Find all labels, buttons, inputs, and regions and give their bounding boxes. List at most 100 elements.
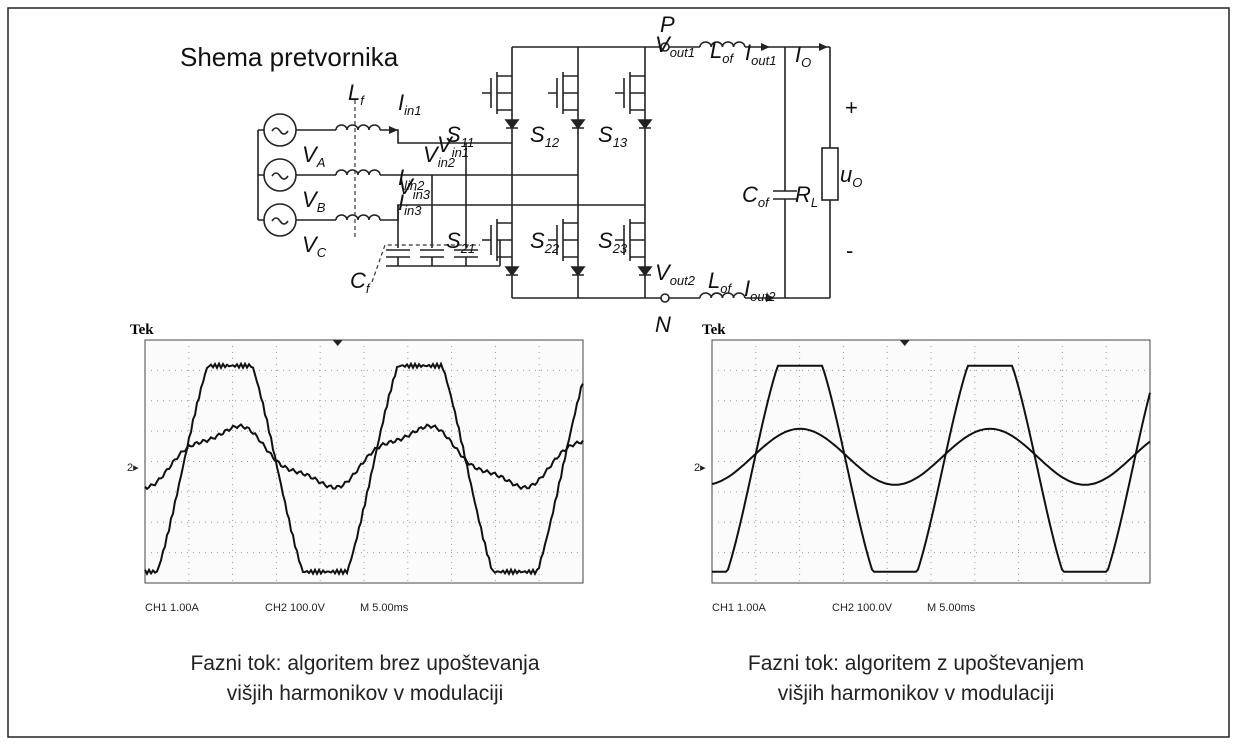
label-sub: 12 (545, 135, 560, 150)
circuit-label: S13 (598, 122, 628, 150)
label-sub: L (811, 195, 818, 210)
caption: višjih harmonikov v modulaciji (778, 682, 1055, 705)
title: Shema pretvornika (180, 42, 399, 72)
circuit-label: Vin3 (398, 174, 431, 202)
diode (504, 266, 520, 277)
circuit-label: Vin1 (437, 132, 469, 160)
label-sub: out2 (670, 273, 696, 288)
circuit-label: Iin3 (398, 190, 422, 218)
label-main: I (795, 42, 801, 67)
label-sub: f (360, 93, 365, 108)
label-main: S (530, 228, 545, 253)
label-sub: 23 (612, 241, 628, 256)
label-sub: in1 (452, 145, 469, 160)
label-sub: 22 (544, 241, 560, 256)
circuit-label: RL (795, 182, 818, 210)
circuit-label: Lf (348, 80, 365, 108)
label-sub: in1 (404, 103, 421, 118)
label-sub: of (720, 281, 732, 296)
label-main: N (655, 312, 671, 337)
label-main: R (795, 182, 811, 207)
label-main: C (742, 182, 758, 207)
label-sub: C (317, 245, 327, 260)
circuit-label: Cf (350, 268, 371, 296)
label-main: V (302, 142, 319, 167)
label-main: V (302, 187, 319, 212)
diode (504, 119, 520, 130)
label-sub: lin2 (404, 178, 425, 193)
label-main: V (437, 132, 454, 157)
label-main: - (846, 238, 853, 263)
mosfet (615, 72, 645, 114)
label-main: P (660, 12, 675, 37)
caption: višjih harmonikov v modulaciji (227, 682, 504, 705)
circuit-label: Iout1 (745, 40, 776, 68)
label-main: V (302, 232, 319, 257)
mosfet (615, 219, 645, 261)
scope-brand: Tek (702, 322, 726, 338)
label-sub: O (852, 175, 862, 190)
wires (257, 41, 839, 303)
label-main: I (398, 165, 404, 190)
label-sub: in3 (413, 187, 431, 202)
label-sub: B (317, 200, 326, 215)
label-main: V (423, 142, 440, 167)
label-sub: 13 (613, 135, 628, 150)
scope-timebase: M 5.00ms (927, 602, 976, 614)
label-main: S (598, 122, 613, 147)
circuit-label: VB (302, 187, 326, 215)
circuit-label: Iin1 (398, 90, 421, 118)
trigger (899, 340, 910, 346)
label-main: S (598, 228, 613, 253)
label-sub: A (316, 155, 326, 170)
dashed-lines (354, 100, 480, 283)
scope-trace (712, 364, 1151, 573)
circuit-label: Ilin2 (398, 165, 425, 193)
scope-trace (144, 361, 584, 577)
mosfet (482, 72, 512, 114)
label-main: V (655, 32, 672, 57)
label-sub: out1 (751, 53, 776, 68)
label-main: C (350, 268, 366, 293)
label-sub: in2 (438, 155, 456, 170)
label-sub: 11 (461, 135, 475, 150)
circuit-label: VC (302, 232, 327, 260)
caption: Fazni tok: algoritem z upoštevanjem (748, 652, 1084, 675)
scope-marker: 2▸ (694, 462, 706, 474)
circuit-label: Lof (708, 268, 732, 296)
diode (570, 119, 586, 130)
scope-ch2: CH2 100.0V (265, 602, 326, 614)
circuit-label: S23 (598, 228, 628, 256)
label-main: u (840, 162, 852, 187)
label-main: I (398, 90, 404, 115)
circuit-label: - (846, 238, 853, 263)
scope-timebase: M 5.00ms (360, 602, 409, 614)
circuit-label: S22 (530, 228, 560, 256)
scope-marker: 2▸ (127, 462, 139, 474)
circuit-label: Cof (742, 182, 770, 210)
circuit-label: Vout1 (655, 32, 695, 60)
circuit-label: P (660, 12, 675, 37)
circuit-label: uO (840, 162, 862, 190)
label-sub: of (722, 51, 734, 66)
diode (637, 266, 653, 277)
scopes: Tek 2▸ CH1 1.00A CH2 100.0V M 5.00ms Fazni to… (127, 322, 1151, 705)
label-main: S (446, 228, 461, 253)
label-sub: f (366, 281, 371, 296)
circuit-label: S21 (446, 228, 475, 256)
scope-ch2: CH2 100.0V (832, 602, 893, 614)
label-sub: O (801, 55, 811, 70)
trigger (332, 340, 343, 346)
label-sub: out1 (670, 45, 695, 60)
circuit-label: Vin2 (423, 142, 456, 170)
label-main: I (398, 190, 404, 215)
label-main: L (710, 38, 722, 63)
switches (482, 72, 653, 277)
label-main: V (398, 174, 415, 199)
label-main: S (530, 122, 545, 147)
diode (570, 266, 586, 277)
label-main: I (744, 276, 750, 301)
circuit-label: N (655, 312, 671, 337)
mosfet (482, 219, 512, 261)
